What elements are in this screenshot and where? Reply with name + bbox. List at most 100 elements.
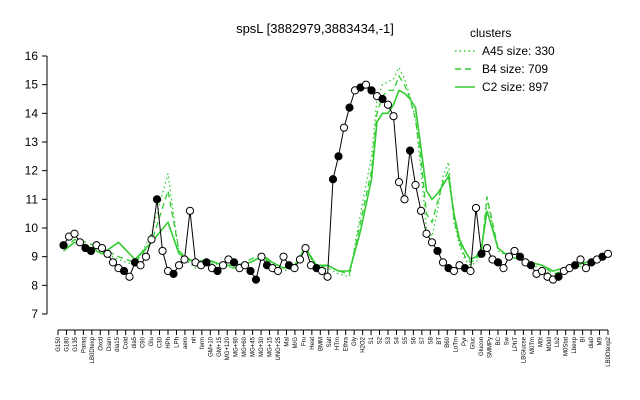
x-tick-label: S4: [394, 336, 400, 344]
data-point: [119, 266, 129, 276]
data-point: [526, 261, 536, 270]
x-tick-label: B60: [445, 336, 451, 347]
x-tick-label: Sw: [504, 336, 510, 345]
x-tick-label: MG+45: [251, 336, 257, 357]
data-point: [180, 255, 189, 264]
x-tick-label: S5: [403, 336, 409, 344]
data-point: [75, 238, 85, 247]
legend-heading: clusters: [470, 26, 511, 40]
x-tick-label: Lbexp: [572, 336, 578, 353]
data-point: [147, 235, 156, 244]
y-tick-label: 13: [25, 135, 39, 149]
x-tick-label: S6: [411, 336, 417, 344]
data-point: [422, 229, 431, 238]
x-tick-label: Gly: [352, 337, 358, 346]
data-point: [97, 243, 107, 253]
data-point: [361, 80, 371, 89]
x-tick-label: LoTm: [454, 337, 460, 352]
x-tick-label: BT: [437, 337, 443, 345]
data-point: [185, 206, 195, 215]
x-tick-label: S1: [369, 336, 375, 344]
data-points: [59, 80, 613, 284]
x-tick-label: MG+90: [234, 336, 240, 357]
data-point: [603, 249, 613, 258]
data-point: [576, 255, 585, 264]
data-point: [152, 195, 162, 204]
x-tick-label: ferm: [200, 337, 206, 349]
data-point: [383, 100, 393, 109]
data-point: [229, 258, 239, 267]
x-tick-label: Paraq: [81, 337, 87, 353]
x-tick-label: BMM: [318, 337, 324, 351]
x-tick-label: LB0Dtexp2: [606, 336, 612, 366]
data-point: [339, 123, 349, 132]
data-point: [515, 252, 525, 261]
x-tick-label: LB0Dtexp: [90, 336, 96, 363]
data-point: [240, 261, 250, 270]
data-point: [323, 272, 332, 281]
data-point: [477, 249, 486, 258]
x-tick-label: Gluc: [471, 337, 477, 349]
x-tick-label: LPh: [174, 337, 180, 348]
data-point: [389, 112, 398, 121]
data-point: [328, 175, 338, 184]
y-tick-label: 14: [25, 106, 39, 120]
x-tick-label: dia0: [589, 336, 595, 348]
x-tick-label: GM+10: [208, 336, 214, 357]
data-point: [218, 261, 228, 270]
x-tick-label: Glucon: [479, 337, 485, 356]
x-tick-label: HPh: [166, 337, 172, 349]
x-tick-label: S2: [378, 336, 384, 344]
x-tick-label: M9: [598, 336, 604, 345]
x-tick-label: M/G: [293, 337, 299, 349]
data-point: [257, 252, 266, 261]
chart-title: spsL [3882979,3883434,-1]: [236, 21, 394, 36]
y-tick-label: 11: [26, 192, 39, 206]
data-point: [411, 180, 420, 190]
data-point: [174, 261, 184, 270]
x-tick-label: MG+15: [268, 336, 274, 357]
x-tick-label: nit: [191, 337, 197, 344]
x-tick-label: H2O2: [361, 336, 367, 352]
data-point: [295, 255, 305, 264]
series-line-dotted: [63, 66, 609, 278]
data-point: [136, 261, 145, 270]
x-tick-label: G180: [64, 336, 70, 351]
legend: clusters A45 size: 330 B4 size: 709 C2 siz…: [455, 26, 555, 94]
x-tick-label: dia15: [115, 336, 121, 351]
data-point: [273, 266, 283, 276]
series-line-dashed: [63, 74, 609, 275]
x-tick-labels: G150 G180 G135 Paraq LB0Dtexp Oxctl Diam dia15 C…: [56, 330, 612, 367]
x-tick-label: S7: [420, 336, 426, 344]
y-tick-label: 15: [25, 78, 39, 92]
data-point: [290, 264, 299, 273]
data-point: [213, 266, 222, 276]
data-point: [108, 258, 118, 267]
x-tick-label: MG+30: [259, 336, 265, 357]
legend-label: A45 size: 330: [482, 44, 555, 58]
data-point: [554, 272, 563, 281]
x-tick-label: M0t: [538, 337, 544, 347]
x-tick-label: Glu: [149, 337, 155, 346]
x-tick-label: Fru: [301, 337, 307, 346]
data-point: [345, 103, 354, 112]
x-tick-label: GM+15: [217, 336, 223, 357]
data-point: [251, 275, 261, 284]
legend-label: B4 size: 709: [482, 62, 548, 76]
x-tick-label: M0dil: [547, 337, 553, 351]
x-tick-label: C90: [141, 336, 147, 348]
x-tick-label: Heat: [310, 337, 316, 350]
x-tick-label: SMMPy: [488, 337, 494, 358]
y-tick-label: 12: [25, 164, 39, 178]
x-tick-label: M0Tm: [530, 337, 536, 354]
data-point: [378, 94, 387, 104]
data-point: [70, 229, 79, 238]
x-tick-label: Mal: [284, 337, 290, 347]
y-tick-label: 10: [25, 221, 39, 235]
data-point: [510, 246, 519, 256]
data-point: [202, 258, 211, 267]
x-tick-label: S3: [386, 336, 392, 344]
axes: 7 8 9 10 11 12 13 14 15 16: [25, 49, 608, 331]
data-point: [125, 272, 134, 281]
